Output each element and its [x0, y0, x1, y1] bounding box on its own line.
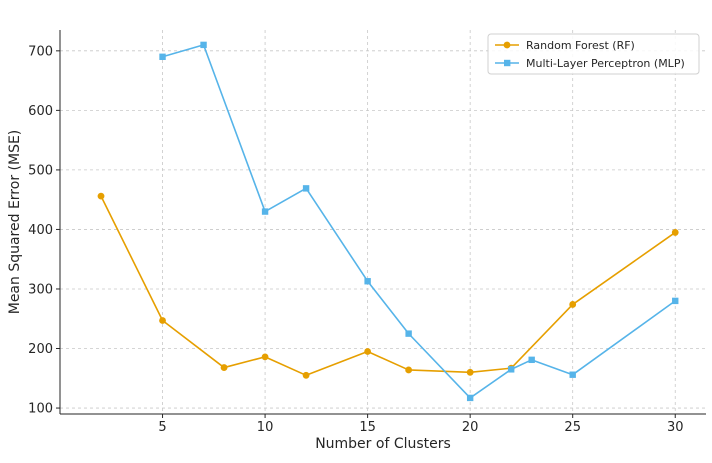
legend-box [487, 33, 700, 75]
y-tick-label: 600 [28, 104, 53, 119]
legend-label: Random Forest (RF) [526, 39, 635, 52]
series-mlp [159, 41, 679, 402]
data-point [466, 394, 474, 402]
data-point [672, 297, 679, 305]
x-tick-label: 10 [257, 420, 274, 435]
x-tick-label: 30 [667, 420, 684, 435]
data-point [159, 317, 166, 324]
data-point [302, 371, 310, 379]
data-point [569, 371, 576, 378]
y-tick-label: 400 [28, 223, 53, 238]
grid [60, 30, 706, 414]
y-tick-label: 500 [28, 163, 53, 178]
data-point [507, 366, 515, 373]
data-point [405, 330, 412, 337]
series [97, 41, 679, 402]
data-point [220, 364, 228, 371]
series-line [162, 44, 676, 399]
data-point [261, 208, 269, 215]
legend-item: Multi-Layer Perceptron (MLP) [495, 57, 685, 70]
data-point [466, 368, 474, 376]
data-point [364, 348, 372, 355]
series-rf [97, 192, 679, 379]
x-tick-label: 25 [564, 420, 581, 435]
x-tick-label: 15 [359, 420, 376, 435]
y-tick-label: 700 [28, 44, 53, 59]
data-point [302, 185, 310, 192]
ticks: 5 10 15 20 25 30 100 200 300 400 500 600 700 [28, 44, 683, 435]
y-tick-label: 300 [28, 282, 53, 297]
data-point [200, 41, 207, 49]
y-tick-label: 100 [28, 402, 53, 417]
x-tick-label: 20 [462, 420, 479, 435]
data-point [97, 192, 105, 200]
data-point [364, 278, 371, 285]
x-axis-label: Number of Clusters [315, 436, 451, 452]
legend-marker [503, 41, 511, 49]
x-tick-label: 5 [158, 420, 166, 435]
data-point [405, 366, 413, 374]
data-point [528, 356, 535, 364]
data-point [569, 301, 577, 308]
axes [59, 30, 706, 415]
legend-item: Random Forest (RF) [495, 39, 635, 52]
legend-marker [504, 59, 511, 67]
y-axis-label: Mean Squared Error (MSE) [7, 130, 23, 315]
data-point [671, 229, 679, 236]
data-point [261, 353, 269, 361]
legend: Random Forest (RF) Multi-Layer Perceptron… [487, 33, 700, 75]
legend-label: Multi-Layer Perceptron (MLP) [526, 57, 685, 70]
y-tick-label: 200 [28, 342, 53, 357]
data-point [159, 53, 166, 60]
